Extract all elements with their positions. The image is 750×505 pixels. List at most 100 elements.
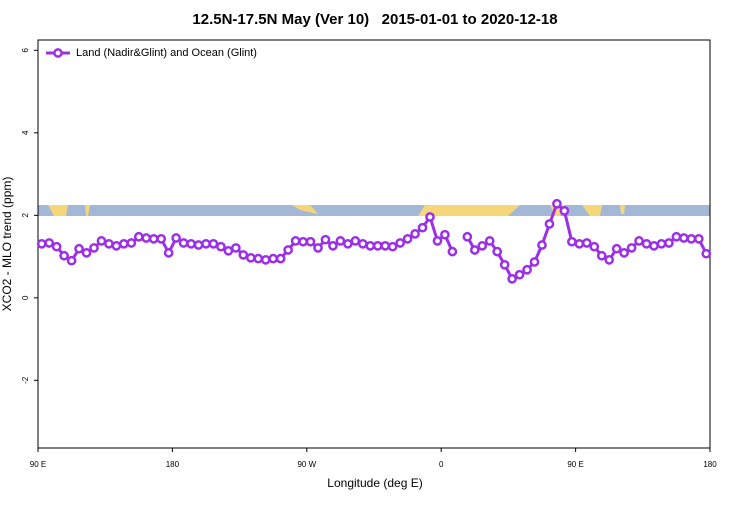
data-point <box>104 238 114 249</box>
data-point <box>671 231 682 242</box>
data-point <box>89 243 99 253</box>
data-point <box>208 238 219 249</box>
data-point <box>290 236 301 246</box>
data-point <box>156 233 167 244</box>
chart-title: 12.5N-17.5N May (Ver 10) 2015-01-01 to 2… <box>192 11 557 28</box>
y-tick-label: 6 <box>21 48 30 53</box>
y-tick-label: 4 <box>21 130 30 135</box>
data-point <box>260 255 271 265</box>
data-point <box>59 250 69 261</box>
data-point <box>492 246 503 257</box>
data-point <box>641 238 652 249</box>
data-point <box>447 246 458 257</box>
x-tick-label: 90 E <box>567 460 583 469</box>
data-point <box>417 222 428 233</box>
map-strip <box>38 205 710 216</box>
data-point <box>133 231 144 242</box>
data-point <box>567 236 577 247</box>
data-point <box>36 238 47 249</box>
data-point <box>178 238 189 248</box>
data-point <box>171 233 181 243</box>
data-point <box>186 238 196 249</box>
data-point <box>141 233 152 243</box>
land <box>418 205 520 216</box>
data-point <box>634 236 644 246</box>
data-point <box>440 229 450 240</box>
y-tick-label: 0 <box>21 295 30 300</box>
data-point <box>357 238 368 249</box>
data-point <box>74 243 84 254</box>
land <box>292 205 318 214</box>
data-point <box>245 252 256 263</box>
data-point <box>701 248 712 259</box>
data-point <box>544 219 555 229</box>
data-point <box>522 264 532 275</box>
data-point <box>484 236 495 246</box>
land <box>85 205 90 216</box>
data-point <box>238 250 249 260</box>
data-point <box>268 253 279 264</box>
data-point <box>552 198 562 209</box>
ocean-band <box>38 205 710 216</box>
data-point <box>193 240 204 250</box>
data-point <box>313 243 323 253</box>
data-point <box>51 241 62 252</box>
data-point <box>163 248 174 258</box>
legend-marker <box>53 48 63 58</box>
y-tick-label: 2 <box>21 213 30 218</box>
data-point <box>589 241 600 252</box>
data-point <box>619 248 629 258</box>
x-tick-label: 0 <box>439 460 444 469</box>
data-point <box>328 241 338 251</box>
data-point <box>283 245 293 255</box>
data-point <box>529 257 540 267</box>
data-point <box>604 255 615 265</box>
x-tick-label: 180 <box>166 460 180 469</box>
data-point <box>432 236 443 246</box>
x-tick-label: 90 E <box>30 460 46 469</box>
data-point <box>305 236 316 247</box>
data-point <box>81 248 92 258</box>
data-point <box>626 243 637 253</box>
data-point <box>365 241 376 251</box>
y-tick-label: -2 <box>21 376 30 384</box>
data-point <box>693 233 704 244</box>
data-point <box>223 245 234 256</box>
data-point <box>611 243 622 254</box>
data-point <box>664 238 674 248</box>
data-point <box>111 241 122 251</box>
data-point <box>231 243 241 253</box>
data-point <box>96 236 107 246</box>
legend-label: Land (Nadir&Glint) and Ocean (Glint) <box>76 47 257 59</box>
data-point <box>320 234 331 245</box>
land <box>620 205 625 214</box>
data-point <box>462 231 473 242</box>
data-point <box>537 240 547 250</box>
data-point <box>477 241 488 251</box>
data-point <box>119 238 129 249</box>
data-point <box>298 236 308 247</box>
data-point <box>343 238 353 249</box>
data-point <box>216 241 226 252</box>
data-point <box>410 229 420 239</box>
data-point <box>66 255 77 266</box>
data-point <box>402 233 413 244</box>
data-point <box>596 250 607 261</box>
x-tick-label: 90 W <box>297 460 316 469</box>
y-axis-label: XCO2 - MLO trend (ppm) <box>0 177 14 312</box>
data-point <box>559 205 570 216</box>
data-point <box>335 236 346 246</box>
land <box>48 205 68 216</box>
data-point <box>395 238 405 248</box>
data-point <box>253 253 264 264</box>
data-point <box>469 245 480 255</box>
data-point <box>350 236 361 246</box>
data-point <box>649 241 659 251</box>
data-point <box>656 238 667 249</box>
data-point <box>574 238 585 249</box>
data-point <box>275 253 286 264</box>
data-point <box>499 259 510 270</box>
data-point <box>514 269 525 280</box>
data-point <box>126 238 137 248</box>
